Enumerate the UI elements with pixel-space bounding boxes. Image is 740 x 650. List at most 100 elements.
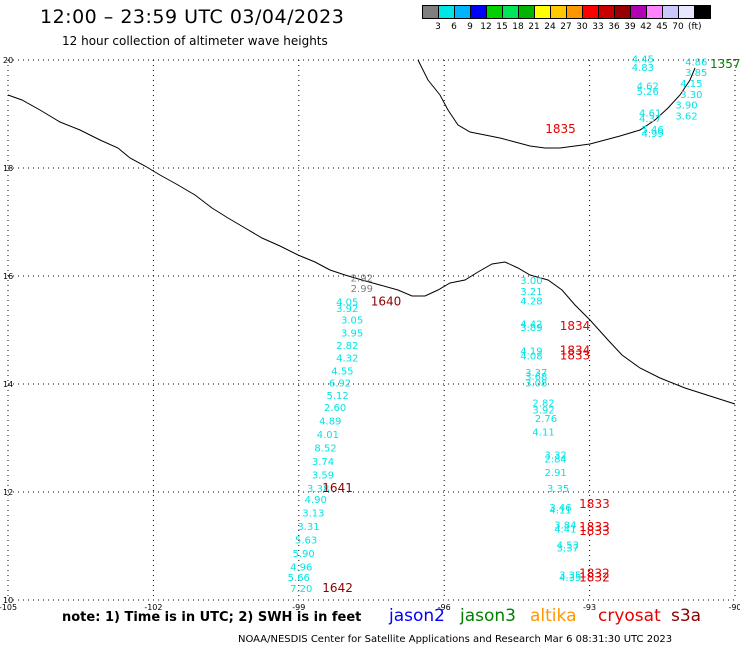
wave-height-value: 7.20 — [290, 584, 312, 595]
wave-height-value: 4.32 — [336, 353, 358, 364]
wave-height-value: 2.82 — [336, 341, 358, 352]
wave-height-value: 4.55 — [331, 366, 353, 377]
wave-height-value: 6.92 — [329, 379, 351, 390]
wave-height-value: 5.12 — [326, 391, 348, 402]
pass-time-label: 1833 — [579, 524, 610, 538]
latitude-label: 16 — [3, 272, 13, 281]
wave-height-value: 3.35 — [547, 484, 569, 495]
wave-height-value: 4.99 — [641, 129, 663, 140]
pass-time-label: 1833 — [579, 497, 610, 511]
wave-height-value: 4.62 — [637, 82, 659, 93]
wave-height-value: 4.11 — [532, 427, 554, 438]
wave-height-value: 3.92 — [532, 406, 554, 417]
wave-height-value: 3.74 — [312, 457, 334, 468]
wave-height-value: 2.91 — [545, 468, 567, 479]
scale-label: 27 — [560, 22, 572, 32]
pass-time-label: 1832 — [579, 566, 610, 580]
legend-jason2: jason2 — [389, 606, 445, 626]
wave-height-value: 4.37 — [639, 114, 661, 125]
scale-label: 15 — [496, 22, 508, 32]
wave-height-value: 8.52 — [314, 444, 336, 455]
legend-altika: altika — [530, 606, 577, 626]
pass-time-label: 1835 — [545, 122, 576, 136]
wave-height-value: 2.84 — [545, 454, 567, 465]
longitude-label: -93 — [583, 603, 596, 612]
color-scale: 3 6 9 12 15 18 21 24 27 30 33 36 39 42 45 70 (ft) — [422, 5, 711, 32]
wave-height-value: 3.68 — [525, 372, 547, 383]
wave-height-value: 3.35 — [559, 570, 581, 581]
wave-height-value: 4.45 — [632, 55, 654, 66]
wave-height-value: 2.82 — [532, 399, 554, 410]
axis-labels: 20 18 16 14 12 10-105 -102 -99 -96 -93 -90 — [0, 56, 740, 612]
longitude-label: -102 — [144, 603, 162, 612]
wave-height-value: 3.90 — [675, 101, 697, 112]
legend-cryosat: cryosat — [598, 606, 661, 626]
scale-label: 24 — [544, 22, 556, 32]
pass-time-label: 1832 — [579, 571, 610, 585]
wave-height-value: 3.59 — [312, 471, 334, 482]
footer-credit: NOAA/NESDIS Center for Satellite Applica… — [238, 634, 673, 645]
wave-height-value: 3.92 — [336, 304, 358, 315]
wave-height-value: 4.01 — [317, 430, 339, 441]
pass-time-label: 1834 — [560, 343, 591, 357]
wave-height-value: 4.53 — [557, 541, 579, 552]
wave-height-value: 3.13 — [302, 508, 324, 519]
wave-height-value: 4.96 — [290, 562, 312, 573]
wave-height-value: 4.15 — [680, 79, 702, 90]
wave-height-values: 4.454.83 4.625.26 4.614.375.464.99 4.863.85… — [288, 55, 708, 595]
coastline — [7, 94, 736, 405]
latitude-label: 12 — [3, 488, 13, 497]
wave-height-value: 4.41 — [554, 525, 576, 536]
scale-label: 36 — [608, 22, 620, 32]
pass-time-label: 1833 — [560, 349, 591, 363]
wave-height-value: 4.35 — [559, 573, 581, 584]
page-title: 12:00 – 23:59 UTC 03/04/2023 — [40, 6, 345, 28]
wave-height-value: 3.85 — [685, 68, 707, 79]
wave-height-value: 3.30 — [680, 90, 702, 101]
scale-label: 70 — [672, 22, 684, 32]
longitude-label: -105 — [0, 603, 17, 612]
scale-label: 42 — [640, 22, 652, 32]
pass-time-label: 1833 — [579, 520, 610, 534]
wave-height-value: 4.08 — [520, 352, 542, 363]
scale-label: 45 — [656, 22, 668, 32]
wave-height-value: 3.37 — [525, 368, 547, 379]
scale-label: 6 — [451, 22, 457, 32]
scale-label: 9 — [467, 22, 473, 32]
wave-height-value: 4.61 — [639, 109, 661, 120]
wave-height-value: 5.63 — [295, 535, 317, 546]
wave-height-value: 3.89 — [520, 323, 542, 334]
longitude-label: -90 — [728, 603, 740, 612]
wave-height-value: 3.32 — [545, 451, 567, 462]
wave-height-value: 3.05 — [341, 316, 363, 327]
color-scale-labels: 3 6 9 12 15 18 21 24 27 30 33 36 39 42 45 70 (ft) — [422, 22, 710, 32]
wave-height-value: 3.62 — [675, 111, 697, 122]
pass-time-label: 1640 — [371, 295, 402, 309]
wave-height-value: 4.28 — [520, 297, 542, 308]
wave-height-value: 3.37 — [557, 543, 579, 554]
wave-height-value: 5.90 — [293, 549, 315, 560]
pass-time-label: 1357 — [710, 57, 740, 71]
note-text: note: 1) Time is in UTC; 2) SWH is in fe… — [62, 610, 362, 625]
wave-height-value: 4.90 — [305, 495, 327, 506]
scale-label: 12 — [480, 22, 492, 32]
wave-height-value: 3.21 — [520, 287, 542, 298]
latitude-label: 18 — [3, 164, 13, 173]
pass-time-label: 1641 — [322, 481, 353, 495]
wave-height-value: 2.76 — [535, 414, 557, 425]
wave-height-value: 2.60 — [324, 403, 346, 414]
wave-height-value: 5.66 — [288, 573, 310, 584]
longitude-label: -99 — [292, 603, 305, 612]
wave-height-value: 3.46 — [549, 503, 571, 514]
wave-height-value: 2.92 — [351, 273, 373, 284]
wave-height-value: 5.46 — [641, 125, 663, 136]
wave-height-value: 3.95 — [341, 328, 363, 339]
color-scale-swatches — [422, 5, 711, 19]
pass-time-label: 1642 — [322, 581, 353, 595]
scale-unit: (ft) — [688, 22, 702, 32]
wave-height-value: 3.31 — [297, 522, 319, 533]
legend-s3a: s3a — [671, 606, 702, 626]
wave-height-value: 4.19 — [520, 346, 542, 357]
latitude-label: 14 — [3, 380, 13, 389]
